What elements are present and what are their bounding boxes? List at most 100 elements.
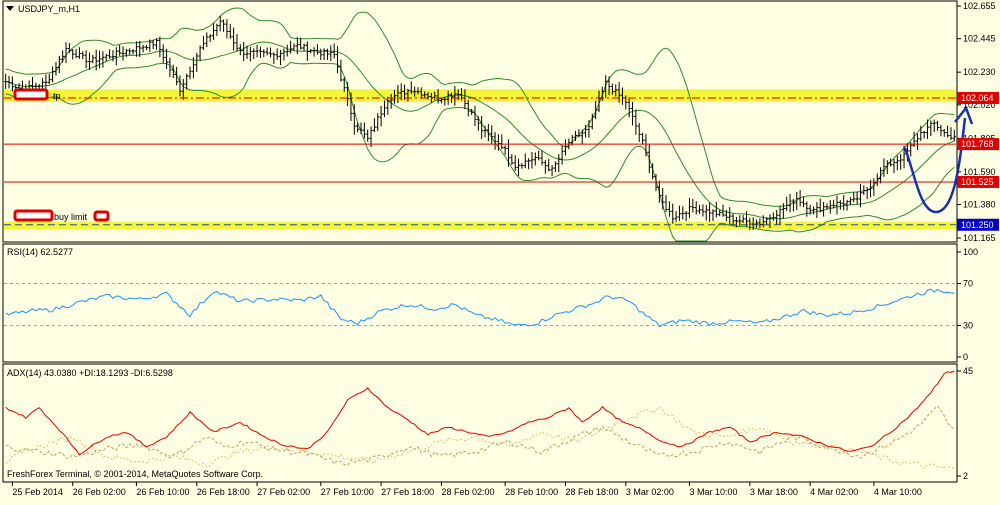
price-bar bbox=[114, 47, 118, 66]
price-bar bbox=[265, 47, 269, 56]
adx-line bbox=[5, 370, 955, 456]
price-bar bbox=[473, 105, 477, 127]
price-bar bbox=[845, 199, 849, 211]
price-bar bbox=[71, 49, 75, 60]
price-bar bbox=[450, 92, 454, 103]
price-bar bbox=[751, 217, 755, 230]
time-tick-label: 26 Feb 02:00 bbox=[73, 487, 126, 497]
zone-highlight-0 bbox=[4, 89, 956, 102]
price-bar bbox=[651, 163, 655, 180]
price-bar bbox=[523, 153, 527, 169]
rsi-panel-frame bbox=[2, 243, 958, 363]
price-bar bbox=[798, 190, 802, 207]
price-bar bbox=[155, 38, 159, 50]
price-bar bbox=[698, 204, 702, 214]
price-bar bbox=[248, 46, 252, 62]
price-bar bbox=[520, 163, 524, 169]
price-bar bbox=[275, 48, 279, 60]
price-bar bbox=[714, 201, 718, 218]
price-bar bbox=[584, 125, 588, 138]
price-bar bbox=[879, 167, 883, 184]
price-bar bbox=[631, 101, 635, 126]
buy-limit-marker-box bbox=[93, 210, 110, 222]
price-bar bbox=[232, 27, 236, 51]
price-bar bbox=[738, 215, 742, 227]
price-bar bbox=[614, 84, 618, 97]
price-bar bbox=[289, 40, 293, 54]
plus-di-line bbox=[5, 405, 955, 466]
rsi-indicator bbox=[4, 283, 956, 328]
copyright-text: FreshForex Terminal, © 2001-2014, MetaQu… bbox=[7, 469, 263, 479]
price-tick-label: 101.590 bbox=[963, 167, 996, 177]
price-bar bbox=[460, 88, 464, 101]
price-bar bbox=[91, 54, 95, 64]
price-bar bbox=[67, 43, 71, 53]
price-bar bbox=[775, 209, 779, 225]
price-bar bbox=[812, 206, 816, 215]
price-bar bbox=[262, 49, 266, 58]
level-tag-bg-3 bbox=[957, 218, 999, 231]
price-bar bbox=[346, 82, 350, 107]
price-bar bbox=[865, 187, 869, 200]
price-bar bbox=[255, 44, 259, 58]
price-bar bbox=[815, 202, 819, 219]
price-bar bbox=[922, 130, 926, 139]
price-bar bbox=[580, 129, 584, 145]
price-bar bbox=[480, 116, 484, 140]
price-bar bbox=[838, 200, 842, 210]
price-bar bbox=[882, 158, 886, 177]
price-bar bbox=[768, 214, 772, 229]
price-tick-label: 102.020 bbox=[963, 100, 996, 110]
price-tick-label: 102.230 bbox=[963, 67, 996, 77]
time-tick-label: 25 Feb 2014 bbox=[12, 487, 63, 497]
time-tick-label: 26 Feb 18:00 bbox=[197, 487, 250, 497]
price-bar bbox=[426, 92, 430, 100]
adx-tick-label: 2 bbox=[963, 471, 968, 481]
price-bar bbox=[54, 62, 58, 76]
forecast-arrow bbox=[903, 105, 974, 214]
price-bar bbox=[413, 86, 417, 97]
price-bar bbox=[671, 203, 675, 224]
price-bar bbox=[563, 139, 567, 156]
price-bar bbox=[305, 41, 309, 61]
price-bar bbox=[892, 158, 896, 174]
price-bar bbox=[557, 154, 561, 173]
price-bar bbox=[161, 44, 165, 63]
time-tick-label: 4 Mar 10:00 bbox=[874, 487, 922, 497]
price-bar bbox=[791, 199, 795, 212]
minus-di-line bbox=[5, 406, 955, 469]
price-bar bbox=[272, 52, 276, 64]
price-bar bbox=[805, 201, 809, 217]
price-bar bbox=[319, 48, 323, 61]
zone-highlights bbox=[4, 89, 956, 230]
price-bar bbox=[915, 133, 919, 150]
price-bar bbox=[681, 206, 685, 220]
price-bar bbox=[607, 76, 611, 96]
price-bar bbox=[530, 151, 534, 169]
price-bar bbox=[228, 23, 232, 39]
price-bar bbox=[258, 46, 262, 58]
price-bar bbox=[10, 76, 14, 92]
price-bar bbox=[268, 47, 272, 58]
price-bar bbox=[453, 85, 457, 106]
price-bar bbox=[470, 109, 474, 115]
price-tick-label: 101.165 bbox=[963, 233, 996, 243]
price-bar bbox=[718, 209, 722, 217]
price-bar bbox=[64, 42, 68, 64]
price-tick-label: 102.445 bbox=[963, 34, 996, 44]
price-bar bbox=[932, 119, 936, 133]
price-bar bbox=[382, 100, 386, 118]
price-bar bbox=[604, 75, 608, 98]
price-bar bbox=[389, 94, 393, 109]
price-bar bbox=[302, 43, 306, 51]
price-bar bbox=[81, 51, 85, 60]
price-bar bbox=[926, 119, 930, 140]
level-tag-bg-1 bbox=[957, 138, 999, 151]
price-bars bbox=[4, 16, 956, 230]
price-bar bbox=[483, 125, 487, 138]
price-bar bbox=[778, 205, 782, 225]
price-bar bbox=[842, 195, 846, 211]
price-bar bbox=[708, 202, 712, 222]
price-bar bbox=[919, 125, 923, 141]
